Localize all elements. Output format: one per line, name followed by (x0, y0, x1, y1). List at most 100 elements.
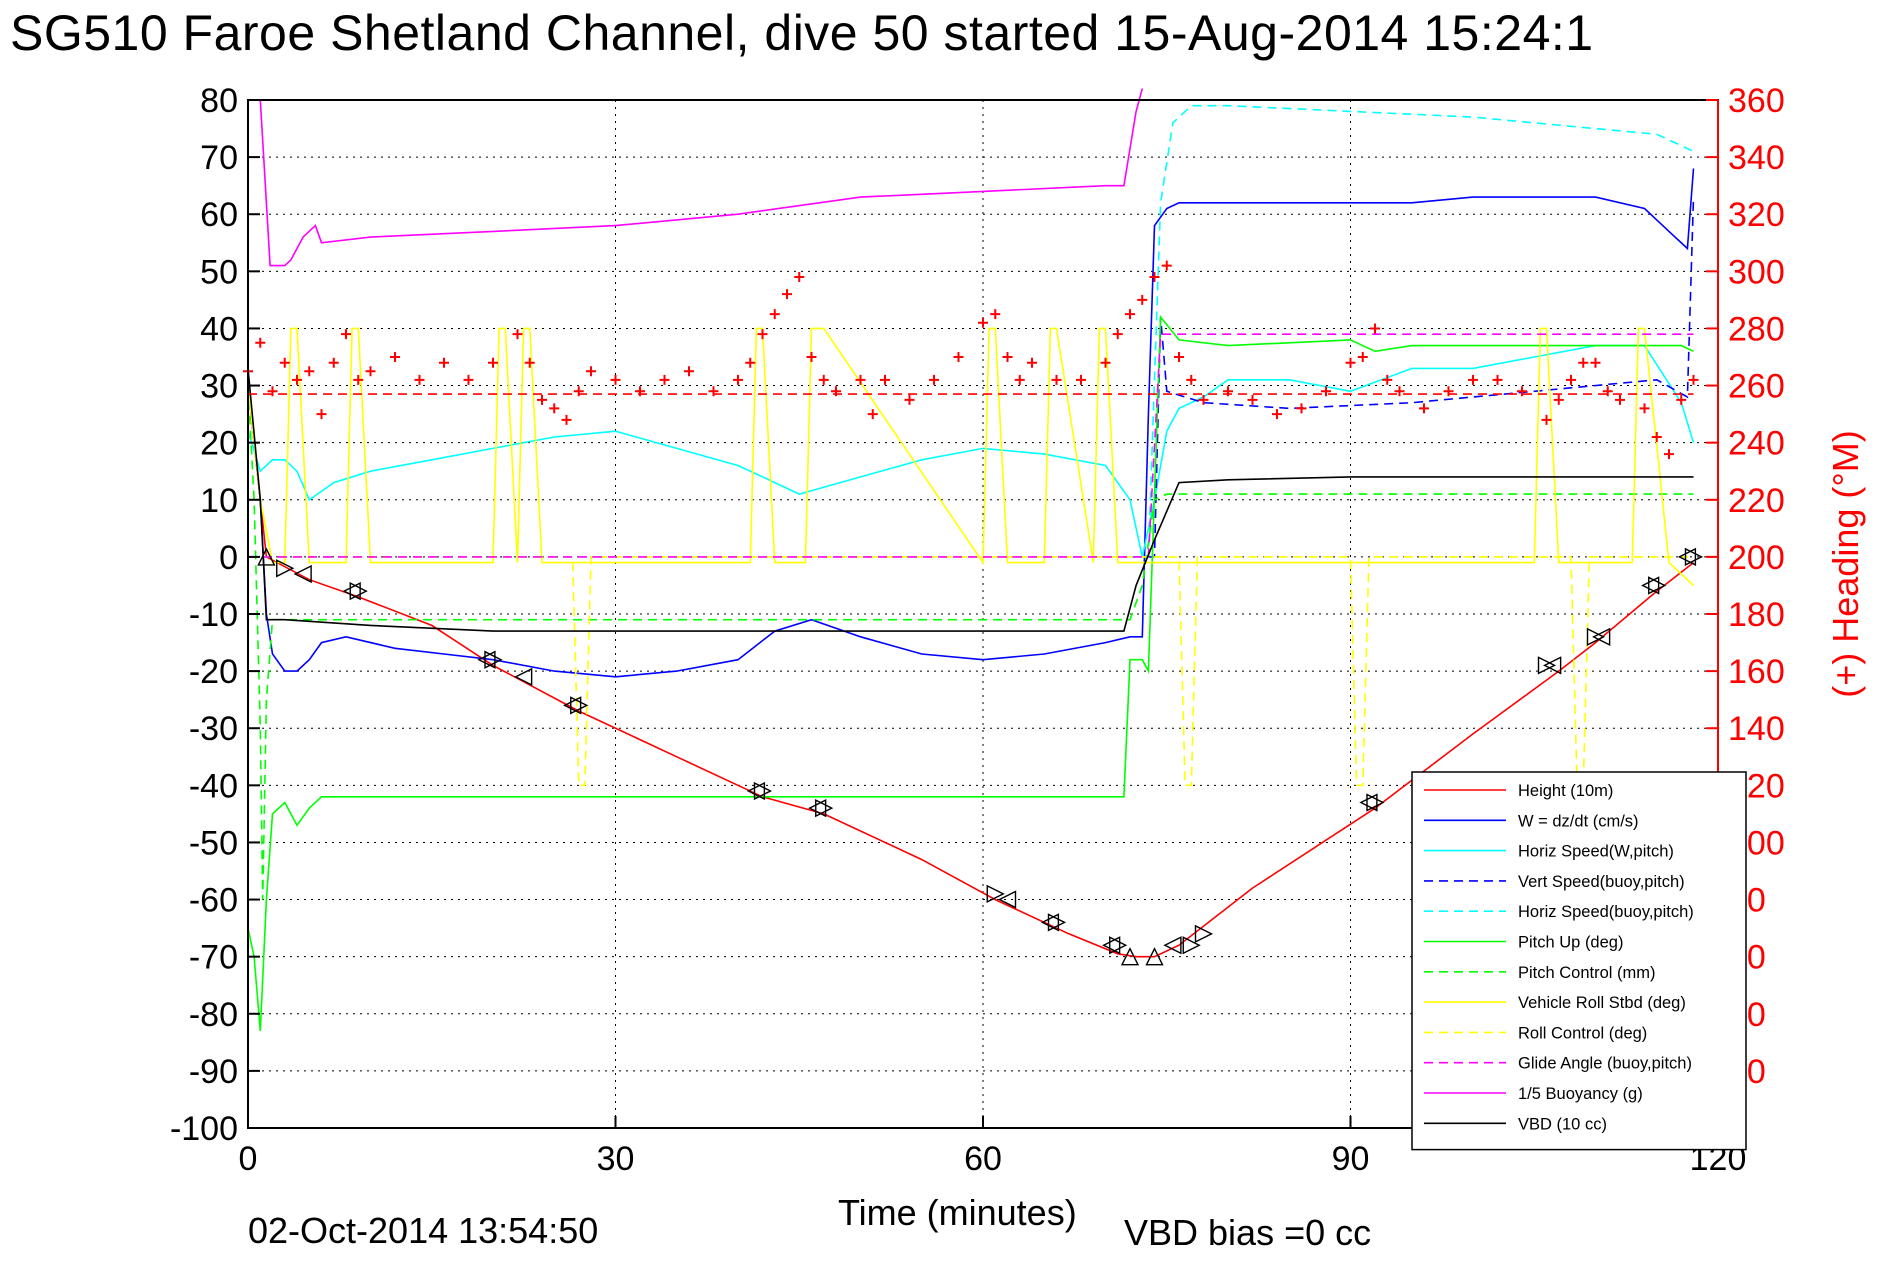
triangle-marker-right (1109, 936, 1128, 955)
heading-point (610, 374, 621, 385)
heading-point (1639, 403, 1650, 414)
legend-entry-label: Horiz Speed(buoy,pitch) (1518, 903, 1694, 921)
series-vbd-10-cc (247, 368, 1694, 632)
heading-point (586, 366, 596, 377)
legend-entry-label: Vert Speed(buoy,pitch) (1518, 873, 1685, 891)
heading-point (880, 374, 890, 385)
heading-point (365, 366, 376, 377)
heading-point (1492, 374, 1503, 385)
legend-entry-label: Horiz Speed(W,pitch) (1518, 843, 1674, 861)
heading-point (745, 357, 756, 368)
heading-point (1161, 260, 1172, 271)
heading-point (304, 366, 315, 377)
triangle-marker-left (997, 890, 1017, 909)
heading-point (1419, 403, 1429, 414)
heading-point (341, 329, 351, 340)
triangle-marker-right (1648, 576, 1667, 595)
right-axis-label: (+) Heading (°M) (1825, 430, 1866, 697)
heading-point (1272, 409, 1282, 420)
left-tick-label: -80 (189, 996, 238, 1034)
heading-point (1112, 329, 1123, 340)
heading-point (1615, 394, 1625, 405)
right-tick-label: 260 (1728, 368, 1785, 406)
heading-point (1100, 357, 1111, 368)
heading-point (1247, 394, 1258, 405)
heading-point (806, 352, 817, 362)
heading-point (1382, 374, 1393, 385)
left-tick-label: -100 (170, 1110, 238, 1148)
right-tick-label: 160 (1728, 653, 1785, 691)
heading-point (1076, 374, 1086, 385)
heading-point (1676, 394, 1687, 405)
left-tick-label: -10 (189, 596, 238, 634)
heading-point (1602, 386, 1613, 397)
heading-point (659, 374, 670, 385)
x-axis-label: Time (minutes) (838, 1192, 1077, 1233)
triangle-marker-left (514, 667, 533, 686)
series-heading (243, 260, 1699, 460)
triangle-marker-up (1120, 947, 1140, 966)
triangle-marker-right (484, 650, 503, 669)
heading-point (524, 357, 535, 368)
heading-point (1517, 386, 1527, 397)
triangle-marker-right (1537, 656, 1557, 675)
heading-point (316, 409, 327, 420)
heading-point (1198, 394, 1209, 405)
heading-point (1590, 357, 1601, 368)
series-w-dz-dt-cm-s (247, 168, 1695, 678)
legend-box (1411, 771, 1747, 1151)
heading-point (733, 374, 743, 385)
heading-point (757, 329, 768, 340)
heading-point (414, 374, 425, 385)
x-tick-label: 30 (597, 1140, 635, 1178)
legend-entry-label: VBD (10 cc) (1518, 1115, 1607, 1133)
heading-point (1296, 403, 1307, 414)
triangle-marker-left (293, 564, 312, 584)
heading-point (1651, 431, 1662, 442)
triangle-marker-right (753, 781, 773, 801)
x-tick-label: 0 (239, 1140, 258, 1178)
heading-point (1566, 374, 1576, 385)
heading-point (818, 374, 829, 385)
legend-entry-label: W = dz/dt (cm/s) (1518, 812, 1639, 830)
heading-point (904, 394, 915, 405)
triangle-marker-right (1194, 924, 1214, 943)
heading-point (1149, 272, 1160, 283)
heading-point (1688, 374, 1699, 385)
vbd-bias-label: VBD bias =0 cc (1124, 1212, 1372, 1253)
heading-point (512, 329, 523, 340)
right-tick-label: 180 (1728, 596, 1785, 634)
triangle-marker-right (1684, 547, 1704, 567)
left-tick-label: 60 (200, 196, 238, 234)
heading-point (488, 357, 498, 368)
triangle-marker-left (342, 582, 361, 601)
series-glide-angle-buoy-pitch (248, 333, 1694, 558)
legend-entry-label: 1/5 Buoyancy (g) (1518, 1085, 1643, 1103)
right-tick-label: 320 (1728, 196, 1785, 234)
legend-entry-label: Height (10m) (1518, 782, 1613, 800)
right-tick-label: 280 (1728, 310, 1785, 348)
heading-point (1125, 309, 1135, 320)
heading-point (1345, 357, 1356, 368)
triangle-marker-left (1543, 656, 1562, 675)
left-tick-label: 10 (200, 482, 238, 520)
heading-point (1541, 414, 1552, 425)
heading-point (1370, 323, 1380, 334)
heading-point (1027, 357, 1037, 368)
triangle-marker-left (1359, 793, 1378, 812)
right-tick-label: 300 (1728, 253, 1785, 291)
triangle-marker-right (815, 799, 834, 818)
triangle-marker-right (1047, 913, 1067, 932)
series-vert-speed-buoy-pitch (1148, 197, 1695, 558)
heading-point (1002, 352, 1013, 362)
heading-point (549, 403, 560, 414)
legend: Height (10m) W = dz/dt (cm/s) Horiz Speed(… (1411, 771, 1747, 1151)
series-horiz-speed-buoy-pitch (1130, 104, 1694, 558)
heading-point (855, 374, 866, 385)
heading-point (255, 337, 266, 348)
legend-entry-label: Roll Control (deg) (1518, 1024, 1647, 1042)
chart-title: SG510 Faroe Shetland Channel, dive 50 st… (10, 5, 1594, 61)
heading-point (561, 414, 572, 425)
triangle-marker-left (477, 650, 496, 669)
x-tick-label: 90 (1332, 1140, 1370, 1178)
